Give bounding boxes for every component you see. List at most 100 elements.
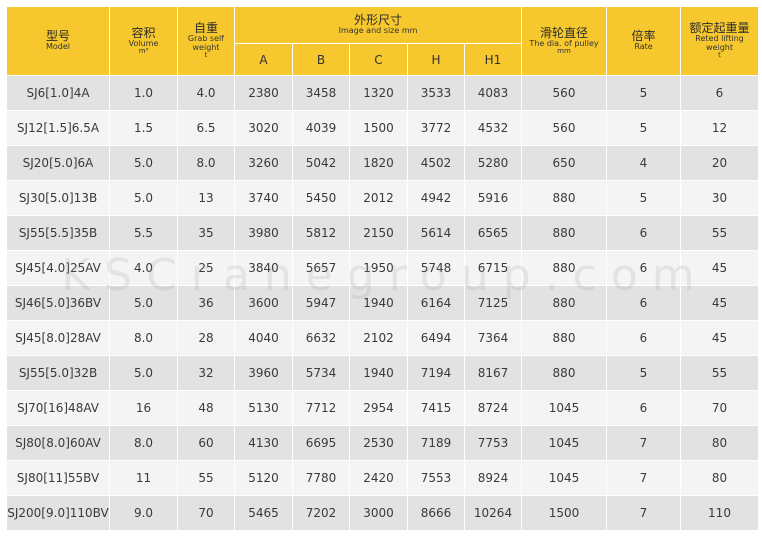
cell-size-b: 6632 — [292, 320, 350, 356]
cell-size-b: 5734 — [292, 355, 350, 391]
cell-size-a: 2380 — [234, 75, 293, 111]
cell-size-h1: 7364 — [464, 320, 522, 356]
cell-lifting: 12 — [680, 110, 759, 146]
cell-size-h: 7189 — [407, 425, 465, 461]
cell-size-b: 5450 — [292, 180, 350, 216]
cell-size-h: 8666 — [407, 495, 465, 531]
cell-rate: 5 — [606, 75, 681, 111]
cell-pulley: 1045 — [521, 460, 607, 496]
cell-weight: 32 — [177, 355, 235, 391]
cell-volume: 4.0 — [109, 250, 178, 286]
table-row: SJ6[1.0]4A 1.0 4.0 2380 3458 1320 3533 4083 560 5… — [6, 75, 759, 111]
table-row: SJ80[8.0]60AV 8.0 60 4130 6695 2530 7189 7753 10… — [6, 425, 759, 461]
cell-size-c: 2420 — [349, 460, 408, 496]
cell-pulley: 880 — [521, 320, 607, 356]
cell-pulley: 880 — [521, 180, 607, 216]
cell-rate: 7 — [606, 425, 681, 461]
cell-size-h1: 8924 — [464, 460, 522, 496]
cell-volume: 5.0 — [109, 145, 178, 181]
cell-size-c: 2150 — [349, 215, 408, 251]
cell-model: SJ20[5.0]6A — [6, 145, 110, 181]
cell-size-h1: 8167 — [464, 355, 522, 391]
cell-volume: 11 — [109, 460, 178, 496]
cell-model: SJ45[8.0]28AV — [6, 320, 110, 356]
cell-lifting: 55 — [680, 355, 759, 391]
cell-lifting: 45 — [680, 285, 759, 321]
cell-size-h1: 7125 — [464, 285, 522, 321]
cell-size-h: 6164 — [407, 285, 465, 321]
cell-size-a: 5120 — [234, 460, 293, 496]
table-row: SJ46[5.0]36BV 5.0 36 3600 5947 1940 6164 7125 88… — [6, 285, 759, 321]
cell-lifting: 70 — [680, 390, 759, 426]
cell-model: SJ45[4.0]25AV — [6, 250, 110, 286]
cell-rate: 4 — [606, 145, 681, 181]
cell-size-h1: 4083 — [464, 75, 522, 111]
cell-model: SJ55[5.5]35B — [6, 215, 110, 251]
cell-weight: 55 — [177, 460, 235, 496]
cell-size-a: 3260 — [234, 145, 293, 181]
cell-pulley: 880 — [521, 250, 607, 286]
cell-weight: 8.0 — [177, 145, 235, 181]
cell-pulley: 1045 — [521, 425, 607, 461]
header-weight-unit: t — [204, 51, 208, 60]
cell-size-a: 3840 — [234, 250, 293, 286]
cell-pulley: 560 — [521, 75, 607, 111]
header-rate-en: Rate — [634, 42, 653, 52]
cell-pulley: 560 — [521, 110, 607, 146]
header-model-cn: 型号 — [45, 29, 70, 44]
cell-model: SJ12[1.5]6.5A — [6, 110, 110, 146]
table-row: SJ45[4.0]25AV 4.0 25 3840 5657 1950 5748 6715 88… — [6, 250, 759, 286]
cell-size-h: 3772 — [407, 110, 465, 146]
header-model: 型号 Model — [6, 6, 110, 76]
table-row: SJ70[16]48AV 16 48 5130 7712 2954 7415 8724 1045… — [6, 390, 759, 426]
cell-lifting: 6 — [680, 75, 759, 111]
table-row: SJ55[5.5]35B 5.5 35 3980 5812 2150 5614 6565 880… — [6, 215, 759, 251]
cell-pulley: 1500 — [521, 495, 607, 531]
cell-model: SJ6[1.0]4A — [6, 75, 110, 111]
cell-size-b: 4039 — [292, 110, 350, 146]
cell-volume: 1.5 — [109, 110, 178, 146]
cell-weight: 70 — [177, 495, 235, 531]
cell-weight: 35 — [177, 215, 235, 251]
cell-lifting: 80 — [680, 460, 759, 496]
cell-rate: 7 — [606, 495, 681, 531]
header-weight-en: Grab self weight — [187, 34, 225, 52]
cell-size-h: 7415 — [407, 390, 465, 426]
cell-model: SJ200[9.0]110BV — [6, 495, 110, 531]
cell-size-a: 5465 — [234, 495, 293, 531]
cell-volume: 8.0 — [109, 320, 178, 356]
cell-size-h: 5748 — [407, 250, 465, 286]
cell-weight: 48 — [177, 390, 235, 426]
cell-size-h1: 10264 — [464, 495, 522, 531]
table-row: SJ45[8.0]28AV 8.0 28 4040 6632 2102 6494 7364 88… — [6, 320, 759, 356]
header-size: 外形尺寸 Image and size mm — [234, 6, 522, 44]
cell-rate: 7 — [606, 460, 681, 496]
cell-size-h: 4502 — [407, 145, 465, 181]
header-model-en: Model — [45, 42, 71, 52]
header-pulley-en: The dia. of pulley — [529, 38, 599, 48]
header-rate-cn: 倍率 — [631, 29, 656, 44]
cell-lifting: 110 — [680, 495, 759, 531]
cell-weight: 60 — [177, 425, 235, 461]
cell-size-c: 2530 — [349, 425, 408, 461]
header-lifting-cn: 额定起重量 — [689, 21, 750, 36]
cell-model: SJ70[16]48AV — [6, 390, 110, 426]
header-weight: 自重 Grab self weight t — [177, 6, 235, 76]
cell-volume: 1.0 — [109, 75, 178, 111]
cell-size-a: 3020 — [234, 110, 293, 146]
header-lifting-en: Reted lifting weight — [695, 34, 744, 52]
header-pulley-cn: 滑轮直径 — [539, 25, 588, 40]
header-volume-cn: 容积 — [131, 25, 156, 40]
cell-weight: 28 — [177, 320, 235, 356]
cell-rate: 6 — [606, 285, 681, 321]
cell-pulley: 650 — [521, 145, 607, 181]
header-lifting: 额定起重量 Reted lifting weight t — [680, 6, 759, 76]
header-rate: 倍率 Rate — [606, 6, 681, 76]
cell-size-a: 3600 — [234, 285, 293, 321]
cell-size-c: 1500 — [349, 110, 408, 146]
cell-size-a: 3740 — [234, 180, 293, 216]
cell-size-h: 7553 — [407, 460, 465, 496]
cell-size-h1: 6715 — [464, 250, 522, 286]
cell-size-c: 2012 — [349, 180, 408, 216]
